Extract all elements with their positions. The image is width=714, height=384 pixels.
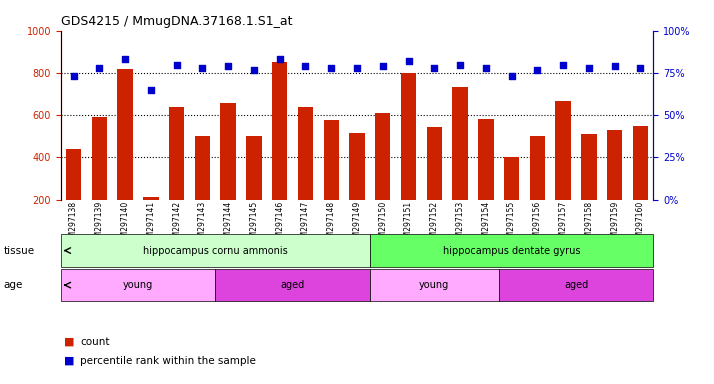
Bar (607, 130, 623, 200)
Text: ■: ■ (64, 356, 75, 366)
Text: young: young (123, 280, 153, 290)
Point (119, 56, 131, 63)
Bar (555, 101, 571, 200)
Bar (498, 269, 653, 301)
Bar (375, 113, 391, 200)
Bar (61, 234, 370, 267)
Text: age: age (4, 280, 23, 290)
Bar (401, 73, 416, 200)
Text: hippocampus dentate gyrus: hippocampus dentate gyrus (443, 245, 580, 256)
Bar (633, 126, 648, 200)
Point (326, 65, 337, 71)
Bar (370, 269, 498, 301)
Point (506, 73, 518, 79)
Bar (323, 121, 339, 200)
Bar (426, 127, 442, 200)
Point (635, 65, 646, 71)
Text: hippocampus cornu ammonis: hippocampus cornu ammonis (143, 245, 288, 256)
Bar (117, 69, 133, 200)
Bar (453, 87, 468, 200)
Point (300, 63, 311, 69)
Text: tissue: tissue (4, 245, 35, 256)
Bar (66, 149, 81, 200)
Bar (169, 107, 184, 200)
Point (94, 65, 105, 71)
Point (532, 66, 543, 73)
Bar (195, 136, 210, 200)
Bar (298, 107, 313, 200)
Bar (478, 119, 493, 200)
Point (480, 65, 491, 71)
Bar (349, 133, 365, 200)
Point (428, 65, 440, 71)
Point (223, 63, 234, 69)
Bar (246, 136, 261, 200)
Point (351, 65, 363, 71)
Point (403, 58, 414, 64)
Bar (143, 197, 159, 200)
Text: percentile rank within the sample: percentile rank within the sample (80, 356, 256, 366)
Text: young: young (419, 280, 449, 290)
Bar (272, 62, 288, 200)
Bar (530, 136, 545, 200)
Point (196, 65, 208, 71)
Bar (91, 118, 107, 200)
Point (274, 56, 286, 63)
Point (454, 61, 466, 68)
Bar (221, 103, 236, 200)
Bar (216, 269, 370, 301)
Point (145, 87, 156, 93)
Bar (61, 269, 216, 301)
Text: GDS4215 / MmugDNA.37168.1.S1_at: GDS4215 / MmugDNA.37168.1.S1_at (61, 15, 292, 28)
Point (68, 73, 79, 79)
Text: count: count (80, 337, 109, 347)
Text: aged: aged (281, 280, 305, 290)
Text: ■: ■ (64, 337, 75, 347)
Point (377, 63, 388, 69)
Bar (504, 157, 519, 200)
Point (248, 66, 260, 73)
Text: aged: aged (564, 280, 588, 290)
Point (558, 61, 569, 68)
Bar (370, 234, 653, 267)
Point (609, 63, 620, 69)
Point (583, 65, 595, 71)
Bar (581, 134, 597, 200)
Point (171, 61, 182, 68)
